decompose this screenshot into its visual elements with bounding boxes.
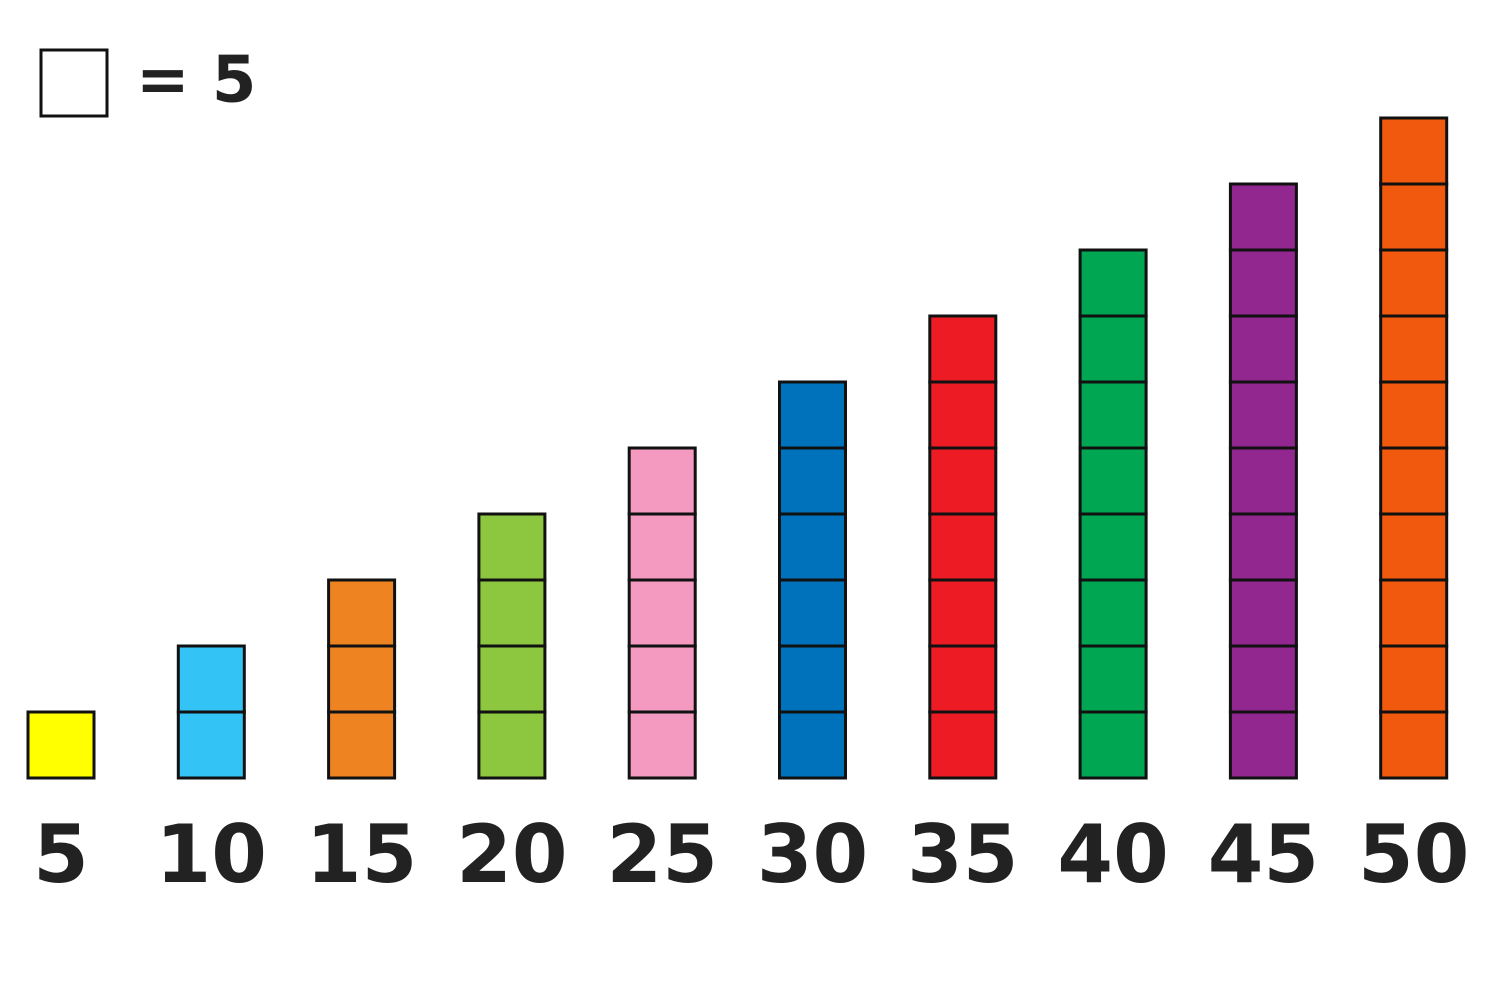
unit-square (1228, 248, 1298, 318)
unit-square (1379, 446, 1449, 516)
unit-square (1078, 644, 1148, 714)
unit-square (327, 644, 397, 714)
unit-square (1228, 314, 1298, 384)
unit-square (778, 644, 847, 714)
unit-square (627, 578, 697, 648)
column (26, 710, 96, 780)
unit-square (778, 578, 847, 648)
unit-square (778, 512, 847, 582)
unit-square (1228, 644, 1298, 714)
column (778, 380, 847, 780)
unit-square (176, 644, 246, 714)
column (1379, 116, 1449, 780)
unit-square (627, 644, 697, 714)
column (1078, 248, 1148, 780)
unit-square (627, 710, 697, 780)
value-label: 20 (456, 808, 567, 901)
column (627, 446, 697, 780)
unit-square (928, 644, 998, 714)
unit-square (327, 578, 397, 648)
unit-square (1228, 446, 1298, 516)
unit-square (1078, 380, 1148, 450)
unit-square (477, 578, 547, 648)
unit-square (778, 380, 847, 450)
value-label: 10 (156, 808, 267, 901)
unit-square (1078, 512, 1148, 582)
unit-square (1379, 380, 1449, 450)
unit-square (477, 710, 547, 780)
unit-square (1379, 248, 1449, 318)
unit-square (477, 512, 547, 582)
unit-square (1228, 578, 1298, 648)
unit-square (928, 710, 998, 780)
key-square (39, 48, 109, 118)
unit-square (1078, 314, 1148, 384)
value-label: 45 (1208, 808, 1319, 901)
unit-square (1379, 116, 1449, 186)
unit-square (1078, 248, 1148, 318)
unit-square (1228, 512, 1298, 582)
unit-square (1379, 578, 1449, 648)
value-label: 30 (757, 808, 868, 901)
unit-square (928, 314, 998, 384)
unit-square (327, 710, 397, 780)
value-label: 15 (306, 808, 417, 901)
unit-square (1078, 446, 1148, 516)
value-label: 5 (33, 808, 89, 901)
column (477, 512, 547, 780)
unit-square (627, 512, 697, 582)
unit-square (1379, 710, 1449, 780)
key-label: = 5 (136, 44, 256, 118)
value-label: 40 (1057, 808, 1168, 901)
unit-square (26, 710, 96, 780)
unit-square (778, 446, 847, 516)
unit-square (1228, 380, 1298, 450)
unit-square (928, 446, 998, 516)
unit-square (928, 380, 998, 450)
unit-square (1379, 644, 1449, 714)
unit-square (1078, 710, 1148, 780)
unit-square (928, 512, 998, 582)
unit-square (1379, 314, 1449, 384)
unit-square (1228, 182, 1298, 252)
unit-square (1228, 710, 1298, 780)
unit-square (1379, 512, 1449, 582)
unit-square (778, 710, 847, 780)
value-label: 50 (1358, 808, 1469, 901)
column (1228, 182, 1298, 780)
column (928, 314, 998, 780)
value-label: 25 (607, 808, 718, 901)
value-label: 35 (907, 808, 1018, 901)
unit-square (627, 446, 697, 516)
unit-square (477, 644, 547, 714)
column (327, 578, 397, 780)
unit-square (928, 578, 998, 648)
unit-square (1078, 578, 1148, 648)
column (176, 644, 246, 780)
unit-square (1379, 182, 1449, 252)
unit-square (176, 710, 246, 780)
